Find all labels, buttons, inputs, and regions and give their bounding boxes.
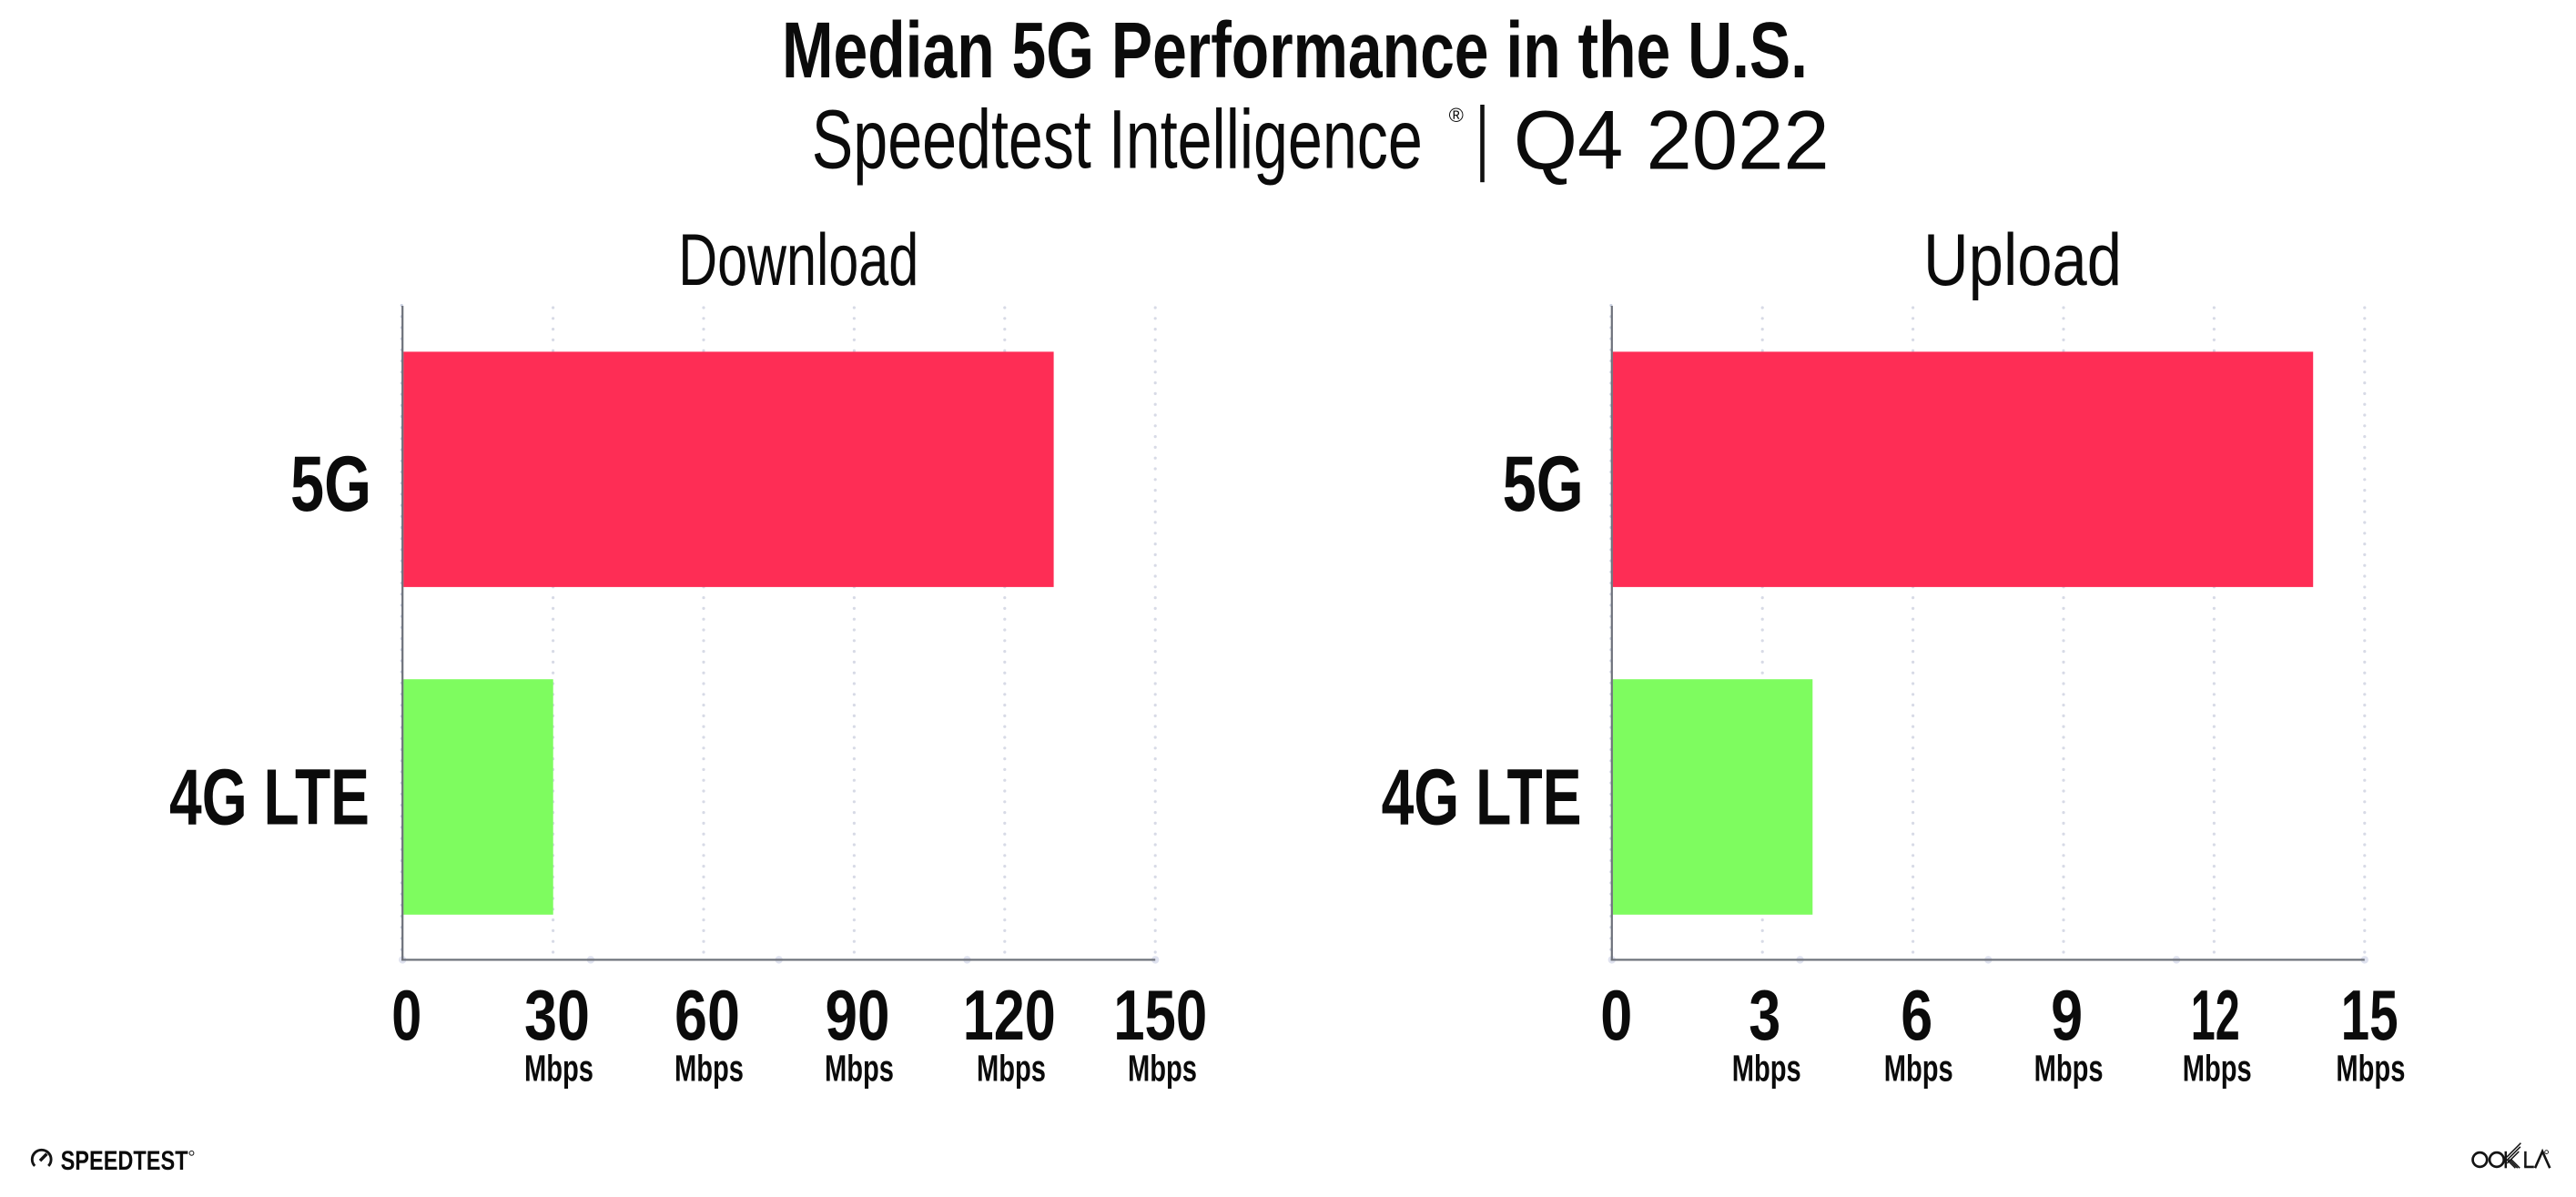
svg-text:Q4 2022: Q4 2022 [1514,95,1830,188]
svg-text:0: 0 [1600,975,1632,1055]
svg-text:120: 120 [963,975,1056,1055]
svg-text:3: 3 [1749,975,1780,1055]
svg-text:Speedtest Intelligence: Speedtest Intelligence [812,94,1423,187]
svg-text:90: 90 [826,975,890,1055]
svg-text:6: 6 [1901,975,1932,1055]
svg-text:SPEEDTEST: SPEEDTEST [61,1146,188,1176]
svg-text:Mbps: Mbps [977,1048,1046,1090]
svg-text:Download: Download [678,219,918,301]
svg-text:Mbps: Mbps [524,1048,593,1090]
svg-text:Mbps: Mbps [2183,1048,2252,1090]
svg-text:Mbps: Mbps [825,1048,894,1090]
svg-text:Mbps: Mbps [2336,1048,2405,1090]
svg-text:5G: 5G [1503,441,1584,528]
svg-text:9: 9 [2051,975,2083,1055]
svg-text:Mbps: Mbps [674,1048,744,1090]
svg-text:5G: 5G [290,441,371,528]
svg-text:30: 30 [524,975,590,1055]
svg-text:15: 15 [2341,975,2399,1055]
svg-text:0: 0 [391,975,421,1055]
svg-text:Mbps: Mbps [1128,1048,1197,1090]
svg-text:Mbps: Mbps [1732,1048,1801,1090]
svg-text:Mbps: Mbps [1884,1048,1953,1090]
svg-text:4G LTE: 4G LTE [169,753,370,841]
svg-text:®: ® [1449,104,1464,127]
svg-text:Upload: Upload [1923,219,2122,301]
svg-text:Median 5G Performance in the U: Median 5G Performance in the U.S. [782,6,1808,95]
svg-text:Mbps: Mbps [2034,1048,2104,1090]
svg-text:4G LTE: 4G LTE [1382,753,1582,841]
svg-text:60: 60 [674,975,740,1055]
svg-text:12: 12 [2191,975,2240,1055]
svg-text:150: 150 [1113,975,1207,1055]
